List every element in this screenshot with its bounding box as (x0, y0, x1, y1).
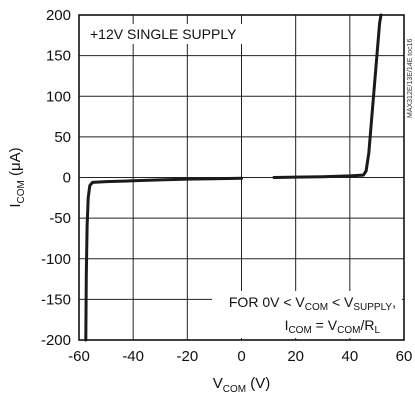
bottom-annotation-background (212, 291, 402, 338)
y-tick-label: 200 (46, 7, 71, 24)
y-tick-label: -50 (49, 210, 71, 227)
x-tick-label: 0 (237, 348, 245, 365)
top-annotation-background (84, 24, 244, 44)
condition-annotation-line2: ICOM = VCOM/RL (285, 317, 381, 336)
x-tick-label: -20 (176, 348, 198, 365)
y-axis-label: ICOM (μA) (7, 147, 27, 207)
tick-labels: -60 -40 -20 0 20 40 60200150100500-50-100-150-… (41, 7, 412, 365)
y-tick-label: 0 (63, 170, 71, 187)
plot-frame (78, 14, 405, 341)
y-tick-label: 150 (46, 48, 71, 65)
y-tick-label: -150 (41, 291, 71, 308)
i-com-curve-segment (84, 176, 243, 342)
x-tick-label: 60 (396, 348, 413, 365)
x-tick-label: -40 (122, 348, 144, 365)
supply-annotation: +12V SINGLE SUPPLY (90, 26, 237, 42)
y-tick-label: -100 (41, 251, 71, 268)
x-tick-label: 40 (341, 348, 358, 365)
x-tick-label: -60 (68, 348, 90, 365)
i-com-curve-segment (272, 13, 383, 179)
condition-annotation-line1: FOR 0V < VCOM < VSUPPLY, (229, 294, 396, 313)
figure-id-label: MAX312E/13E/14E toc16 (407, 39, 414, 118)
data-series (84, 13, 383, 342)
y-tick-label: 100 (46, 88, 71, 105)
y-tick-label: -200 (41, 332, 71, 349)
annotations: +12V SINGLE SUPPLY FOR 0V < VCOM < VSUPP… (84, 24, 402, 338)
x-tick-label: 20 (287, 348, 304, 365)
x-axis-label: VCOM (V) (213, 375, 271, 395)
y-tick-label: 50 (54, 129, 71, 146)
